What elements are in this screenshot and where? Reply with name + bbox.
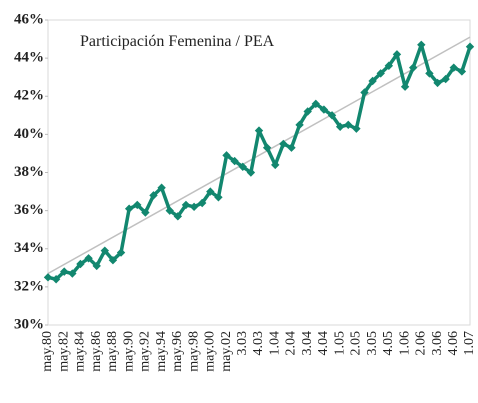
- data-point: [327, 111, 337, 120]
- data-point: [92, 261, 101, 271]
- data-point: [60, 267, 69, 276]
- data-point: [417, 40, 426, 49]
- x-tick-label: 3.05: [365, 331, 380, 356]
- data-point: [279, 139, 288, 149]
- data-point: [165, 206, 174, 215]
- x-tick-label: 3.06: [430, 331, 445, 356]
- data-point: [100, 246, 110, 255]
- data-point: [425, 69, 434, 78]
- x-tick-label: 1.07: [462, 331, 477, 356]
- data-point: [384, 61, 394, 70]
- data-line: [47, 43, 472, 281]
- y-tick-label: 42%: [14, 88, 44, 104]
- x-tick-label: 1.04: [267, 331, 282, 356]
- x-tick-label: 4.06: [446, 331, 461, 356]
- y-tick-label: 46%: [14, 11, 44, 27]
- x-tick-label: 2.04: [284, 331, 299, 356]
- data-point: [360, 88, 369, 97]
- x-tick-label: 2.05: [349, 331, 364, 356]
- x-tick-label: 4.04: [316, 331, 331, 356]
- data-point: [352, 124, 361, 133]
- x-tick-label: 4.05: [381, 331, 396, 356]
- data-point: [124, 204, 134, 213]
- y-tick-label: 44%: [14, 50, 44, 66]
- data-point: [68, 269, 77, 278]
- data-point: [181, 200, 191, 210]
- data-point: [214, 193, 223, 202]
- x-tick-label: 2.06: [414, 331, 429, 356]
- data-point: [230, 156, 239, 166]
- x-tick-label: may.92: [138, 331, 153, 372]
- data-point: [335, 122, 345, 131]
- data-point: [116, 248, 126, 257]
- y-tick-label: 32%: [14, 278, 44, 294]
- trendline: [47, 36, 471, 275]
- data-point: [408, 63, 418, 72]
- data-point: [51, 275, 61, 284]
- data-point: [344, 120, 353, 130]
- x-tick-label: may.88: [105, 331, 120, 372]
- data-point: [133, 200, 142, 210]
- data-point: [76, 259, 85, 269]
- data-point: [441, 74, 450, 84]
- data-point: [400, 82, 410, 91]
- data-point: [197, 198, 207, 208]
- x-tick-label: 4.03: [251, 331, 266, 356]
- x-tick-label: may.86: [89, 331, 104, 372]
- data-point: [271, 160, 280, 170]
- data-point: [287, 143, 296, 152]
- x-tick-label: may.80: [40, 331, 55, 372]
- data-point: [206, 187, 215, 196]
- x-tick-label: 3.04: [300, 331, 315, 356]
- data-point: [303, 107, 312, 116]
- data-point: [149, 191, 158, 200]
- x-tick-label: may.82: [56, 331, 71, 372]
- data-point: [43, 273, 53, 282]
- y-tick-label: 40%: [14, 126, 44, 142]
- data-point: [238, 162, 247, 171]
- x-tick-label: may.94: [154, 331, 169, 372]
- data-point: [295, 120, 304, 130]
- data-point: [449, 63, 458, 72]
- x-tick-label: may.98: [186, 331, 201, 372]
- x-tick-label: may.96: [170, 331, 185, 372]
- data-point: [246, 168, 256, 177]
- data-point: [392, 50, 402, 59]
- data-point: [319, 105, 329, 114]
- data-point: [465, 42, 475, 51]
- data-point: [262, 143, 272, 152]
- x-tick-label: 1.06: [397, 331, 412, 356]
- data-point: [84, 254, 93, 263]
- data-point: [311, 99, 321, 109]
- data-point: [222, 151, 231, 160]
- data-point: [368, 76, 377, 86]
- x-tick-label: may.90: [121, 331, 136, 372]
- x-tick-label: 1.05: [332, 331, 347, 356]
- y-tick-label: 36%: [14, 202, 44, 218]
- data-point: [376, 69, 385, 78]
- x-tick-label: may.02: [219, 331, 234, 372]
- x-tick-label: may.84: [73, 331, 88, 372]
- y-tick-label: 34%: [14, 240, 44, 256]
- y-tick-label: 38%: [14, 164, 44, 180]
- data-point: [157, 183, 166, 192]
- data-point: [254, 126, 264, 135]
- data-point: [108, 255, 118, 265]
- chart-title: Participación Femenina / PEA: [80, 33, 275, 50]
- data-point: [433, 78, 442, 88]
- x-tick-label: 3.03: [235, 331, 250, 356]
- data-point: [141, 208, 150, 217]
- x-tick-label: may.00: [203, 331, 218, 372]
- y-tick-label: 30%: [14, 316, 44, 332]
- plot-frame: [47, 19, 471, 326]
- data-point: [173, 212, 183, 221]
- data-point: [189, 202, 199, 212]
- data-point: [457, 67, 467, 76]
